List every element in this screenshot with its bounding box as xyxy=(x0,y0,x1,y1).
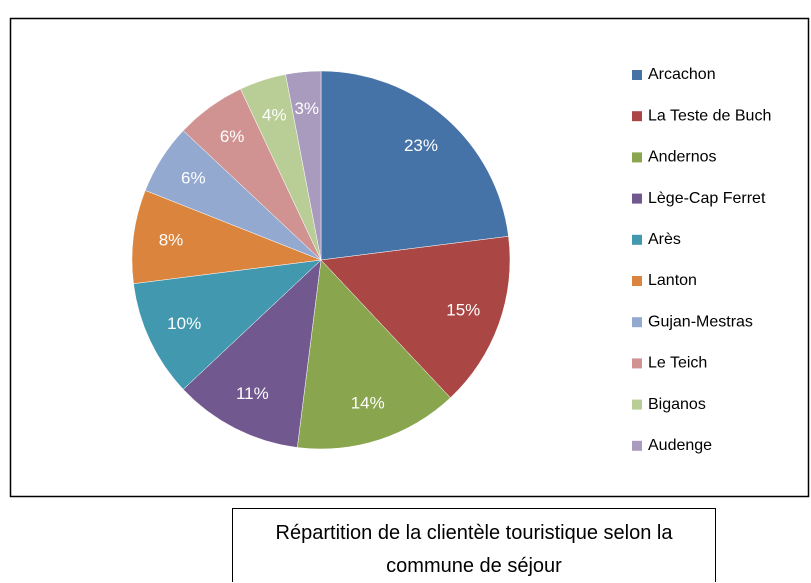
legend-label: Le Teich xyxy=(648,355,707,372)
data-label: 11% xyxy=(236,384,269,403)
legend-swatch xyxy=(632,193,642,204)
data-label: 14% xyxy=(351,393,385,412)
pie-slice xyxy=(285,70,322,261)
legend-swatch xyxy=(632,234,642,245)
data-label: 6% xyxy=(181,168,206,187)
legend-swatch xyxy=(632,152,642,163)
legend-label: Lège-Cap Ferret xyxy=(648,190,766,207)
data-label: 6% xyxy=(220,127,245,146)
data-label: 10% xyxy=(167,314,201,333)
legend-label: Gujan-Mestras xyxy=(648,313,753,330)
pie-slice xyxy=(182,259,322,448)
pie-slice xyxy=(320,236,511,399)
legend-swatch xyxy=(632,399,642,410)
legend-swatch xyxy=(632,317,642,328)
legend-swatch xyxy=(632,358,642,369)
pie-slice xyxy=(133,259,322,390)
data-label: 8% xyxy=(159,231,184,250)
legend-label: Andernos xyxy=(648,149,717,166)
pie-slice xyxy=(131,190,322,284)
data-label: 4% xyxy=(262,106,287,125)
pie-slice xyxy=(297,259,451,450)
legend-label: Audenge xyxy=(648,437,712,454)
legend-swatch xyxy=(632,111,642,122)
legend-label: Biganos xyxy=(648,396,706,413)
legend-swatch xyxy=(632,70,642,80)
pie-slice xyxy=(320,70,509,261)
legend-label: Arès xyxy=(648,231,681,248)
legend-label: Lanton xyxy=(648,272,697,289)
chart: 23% 15% 14% 11% 10% 8% 6% 6% 4% 3% Arcachon La Test… xyxy=(9,17,810,498)
legend-label: La Teste de Buch xyxy=(648,107,771,124)
data-label: 3% xyxy=(294,99,319,118)
data-label: 15% xyxy=(446,301,480,320)
legend-swatch xyxy=(632,440,642,451)
legend-swatch xyxy=(632,276,642,286)
data-label: 23% xyxy=(404,136,438,155)
chart-title: Répartition de la clientèle touristique … xyxy=(232,508,716,582)
legend-label: Arcachon xyxy=(648,66,716,83)
